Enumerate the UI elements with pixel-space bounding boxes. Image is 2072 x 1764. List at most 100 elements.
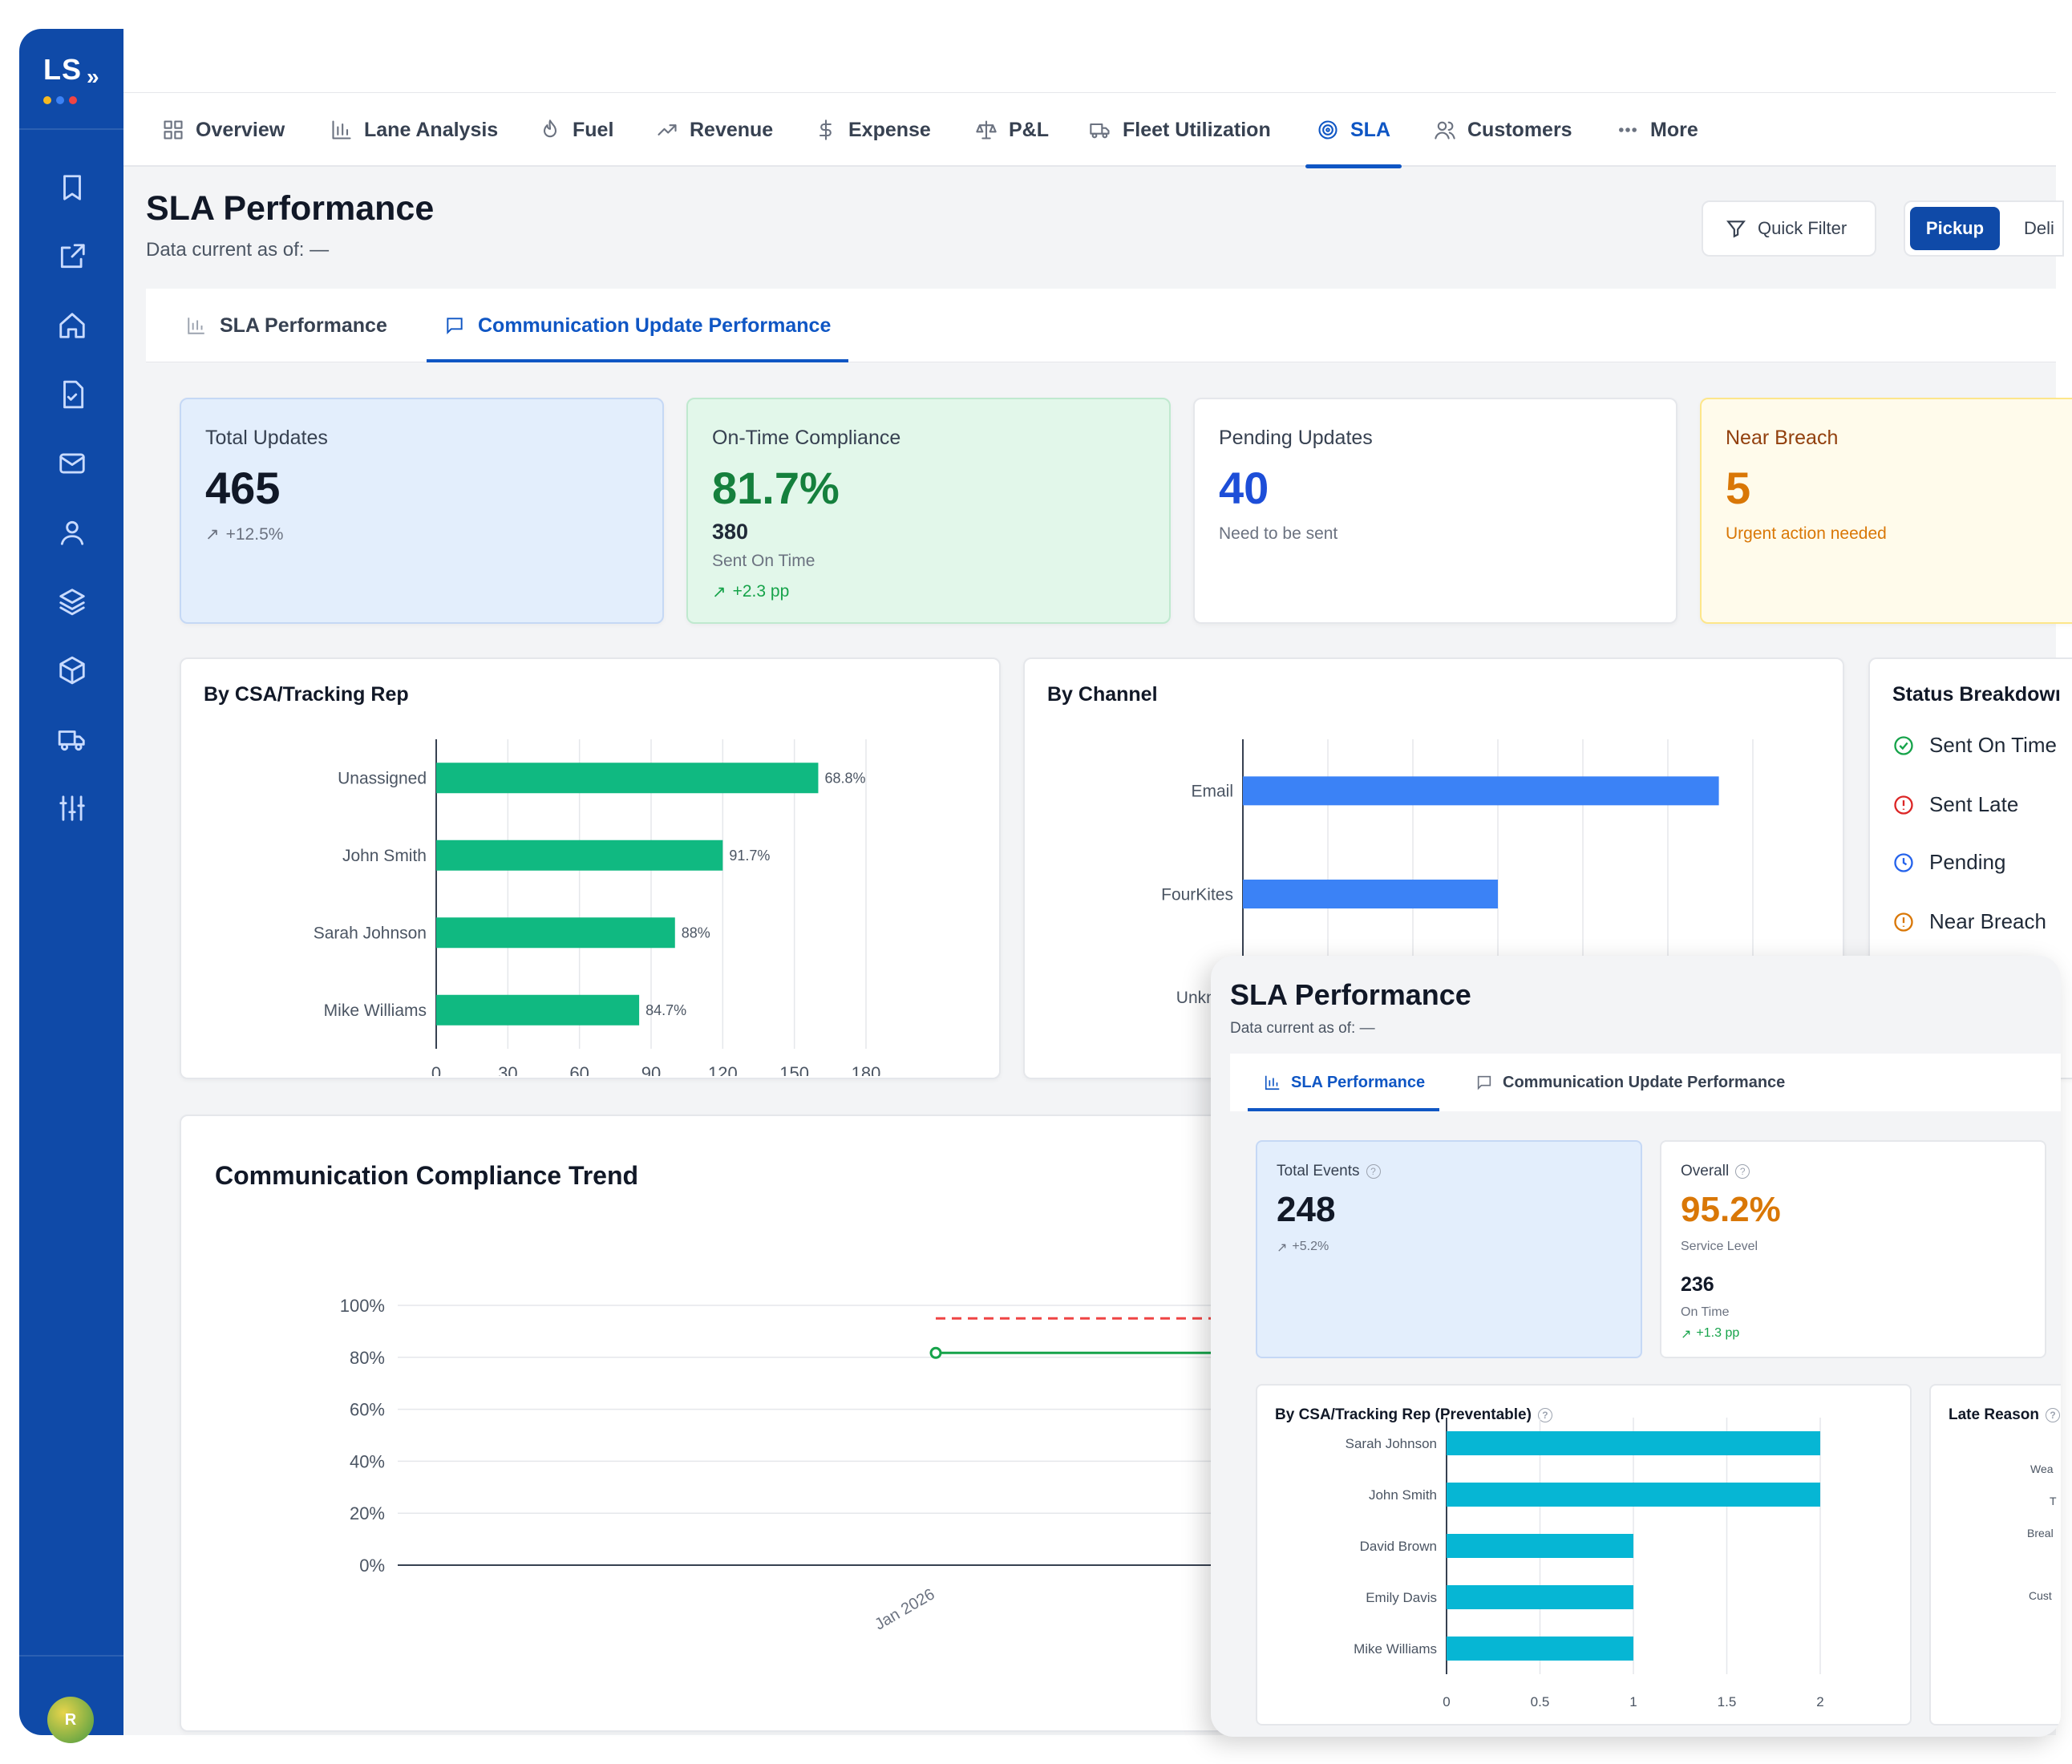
kpi-label: Near Breach [1726,427,1839,449]
tab-communication-update-performance[interactable]: Communication Update Performance [426,289,849,362]
info-icon[interactable]: ? [1537,1408,1552,1422]
late-reason-label: Cust [2029,1589,2052,1602]
tab-sla-performance[interactable]: SLA Performance [186,289,387,362]
x-tick-label: 0 [1443,1694,1450,1709]
user-icon[interactable] [55,515,90,550]
category-label: David Brown [1360,1539,1437,1554]
kpi-note: Need to be sent [1219,524,1338,543]
quick-filter-button[interactable]: Quick Filter [1702,200,1876,257]
kpi-label-text: Total Events [1277,1163,1360,1179]
nav-fleet-utilization[interactable]: Fleet Utilization [1089,93,1271,167]
rep-chart-card: By CSA/Tracking Rep 0 30 60 90 120 150 180 Unas… [180,657,1001,1079]
clock-icon [1894,852,1913,872]
trending-up-icon: ↗ [205,525,220,544]
status-label: Sent Late [1929,792,2019,816]
user-avatar[interactable]: R [47,1697,94,1743]
info-icon[interactable]: ? [1735,1164,1750,1179]
nav-label: Overview [196,118,285,141]
nav-more[interactable]: More [1617,93,1698,167]
message-icon [1477,1075,1491,1090]
category-label: Sarah Johnson [1346,1436,1437,1451]
data-label: 84.7% [645,1002,686,1018]
y-tick-label: 0% [359,1556,385,1576]
nav-pl[interactable]: P&L [975,93,1049,167]
nav-sla[interactable]: SLA [1305,93,1402,168]
card-title-text: By CSA/Tracking Rep (Preventable) [1275,1406,1532,1423]
y-tick-label: 100% [340,1296,385,1316]
package-icon[interactable] [55,653,90,688]
data-label: 68.8% [824,770,865,786]
target-icon [1318,120,1337,140]
late-reason-card: Late Reason? Wea T Breal Cust [1929,1384,2061,1726]
nav-label: Fleet Utilization [1123,118,1271,141]
info-icon[interactable]: ? [1366,1164,1381,1179]
truck-icon [1090,123,1110,139]
app-logo[interactable]: LS [43,53,83,86]
card-title: Communication Compliance Trend [215,1161,639,1190]
tab-label: SLA Performance [220,314,387,337]
bookmark-icon[interactable] [55,170,90,205]
nav-fuel[interactable]: Fuel [539,93,613,167]
expand-sidebar-icon[interactable]: » [87,64,99,89]
category-label: John Smith [1369,1487,1437,1503]
top-bar [123,29,2056,93]
toggle-delivery[interactable]: Deli [2024,218,2054,238]
nav-label: Customers [1467,118,1572,141]
kpi-trend: ↗ +5.2% [1277,1240,1329,1256]
card-title-text: Late Reason [1949,1406,2039,1423]
pickup-delivery-toggle: Pickup Deli [1904,200,2064,257]
kpi-label: Total Events? [1277,1163,1381,1180]
nav-label: P&L [1009,118,1049,141]
trending-up-icon: ↗ [1681,1328,1692,1341]
category-label: Mike Williams [1354,1641,1437,1657]
sub-tabs: SLA Performance Communication Update Per… [146,289,2056,362]
preventable-rep-chart-card: By CSA/Tracking Rep (Preventable)? 0 0.5 1… [1256,1384,1912,1726]
y-tick-label: 40% [350,1451,385,1471]
status-label: Pending [1929,850,2006,874]
x-tick-label: 150 [779,1063,809,1076]
category-label: Emily Davis [1366,1590,1437,1605]
mail-icon[interactable] [55,446,90,481]
y-tick-label: 80% [350,1348,385,1368]
rep-bar-chart: 0 30 60 90 120 150 180 Unassigned 68.8% John Smit… [314,739,880,1076]
nav-lane-analysis[interactable]: Lane Analysis [330,93,498,167]
flame-icon [543,119,557,138]
kpi-total-updates: Total Updates 465 ↗ +12.5% [180,398,664,624]
toggle-pickup[interactable]: Pickup [1910,207,2000,250]
bar-chart-icon [1265,1075,1280,1090]
data-point [929,1346,942,1359]
file-check-icon[interactable] [55,377,90,412]
nav-overview[interactable]: Overview [162,93,285,167]
kpi-near-breach: Near Breach 5 Urgent action needed [1700,398,2072,624]
home-icon[interactable] [55,308,90,343]
late-reason-label: Breal [2027,1527,2054,1539]
external-link-icon[interactable] [55,239,90,274]
nav-customers[interactable]: Customers [1434,93,1572,167]
grid-icon [164,120,183,140]
sliders-icon[interactable] [55,791,90,826]
trending-up-icon [658,124,677,136]
main-content: Overview Lane Analysis Fuel Revenue Expe… [123,29,2072,1735]
trending-up-icon: ↗ [1277,1241,1288,1255]
tab-sla-performance[interactable]: SLA Performance [1247,1054,1440,1111]
tab-label: Communication Update Performance [1503,1073,1786,1091]
card-title: Status Breakdowı [1892,683,2061,706]
status-label: Near Breach [1929,909,2046,933]
bar-chart-icon [332,120,351,140]
dots-icon [1619,127,1637,132]
x-tick-label: 1 [1629,1694,1637,1709]
overlay-tabs: SLA Performance Communication Update Per… [1230,1054,2061,1111]
nav-expense[interactable]: Expense [815,93,931,167]
nav-label: Fuel [573,118,614,141]
info-icon[interactable]: ? [2045,1408,2060,1422]
tab-communication-update-performance[interactable]: Communication Update Performance [1475,1054,1785,1111]
category-label: Email [1191,783,1233,801]
x-tick-label: Jan 2026 [872,1585,937,1633]
nav-revenue[interactable]: Revenue [656,93,773,167]
layers-icon[interactable] [55,584,90,619]
truck-icon[interactable] [55,722,90,757]
x-tick-label: 0 [431,1063,441,1076]
status-sent-on-time: Sent On Time [1892,733,2057,758]
late-reason-label: T [2050,1495,2057,1507]
kpi-on-time-compliance: On-Time Compliance 81.7% 380 Sent On Tim… [686,398,1171,624]
